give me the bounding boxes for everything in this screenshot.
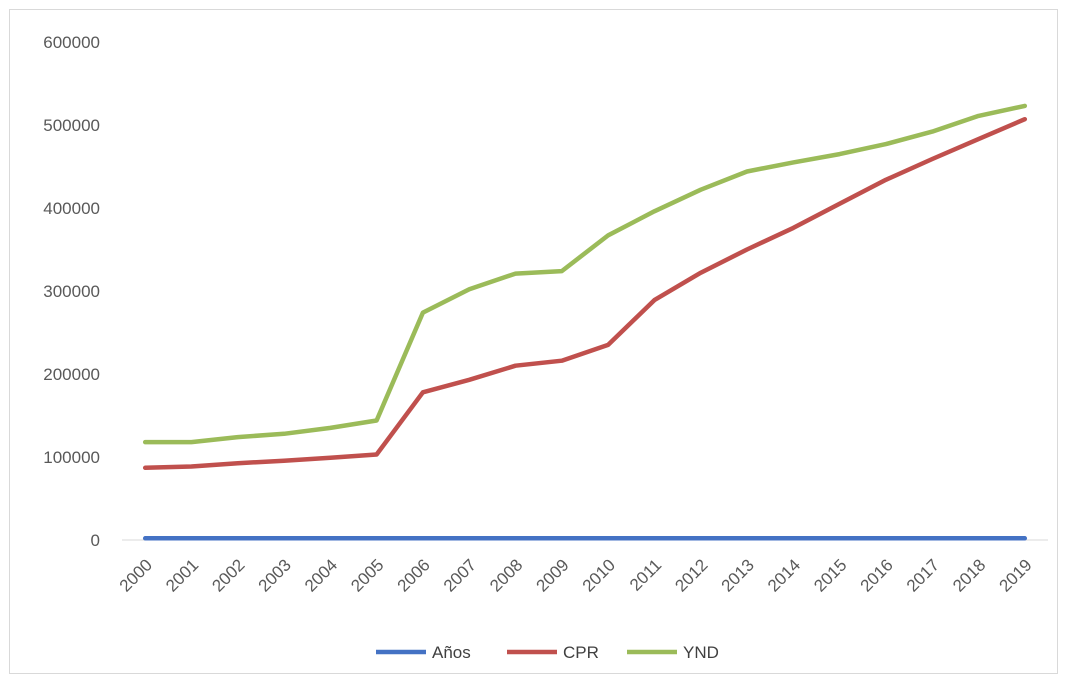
y-axis: 0 100000 200000 300000 400000 500000 600000 bbox=[43, 33, 100, 550]
x-tick-label: 2004 bbox=[301, 555, 341, 595]
x-tick-label: 2013 bbox=[718, 555, 758, 595]
x-tick-label: 2017 bbox=[903, 555, 943, 595]
y-tick-label: 0 bbox=[91, 531, 100, 550]
series-line-cpr bbox=[145, 119, 1025, 468]
y-tick-label: 600000 bbox=[43, 33, 100, 52]
x-tick-label: 2016 bbox=[857, 555, 897, 595]
y-tick-label: 100000 bbox=[43, 448, 100, 467]
legend-label: CPR bbox=[563, 643, 599, 662]
x-tick-label: 2019 bbox=[995, 555, 1035, 595]
plot-series bbox=[145, 106, 1025, 538]
x-tick-label: 2018 bbox=[949, 555, 989, 595]
x-tick-label: 2012 bbox=[671, 555, 711, 595]
legend-label: Años bbox=[432, 643, 471, 662]
legend: Años CPR YND bbox=[376, 643, 719, 662]
y-tick-label: 200000 bbox=[43, 365, 100, 384]
x-tick-label: 2011 bbox=[626, 555, 665, 594]
x-axis: 2000 2001 2002 2003 2004 2005 2006 2007 2008 2009… bbox=[116, 555, 1036, 595]
x-tick-label: 2001 bbox=[162, 555, 202, 595]
x-tick-label: 2002 bbox=[208, 555, 248, 595]
y-tick-label: 500000 bbox=[43, 116, 100, 135]
x-tick-label: 2000 bbox=[116, 555, 156, 595]
x-tick-label: 2008 bbox=[486, 555, 526, 595]
x-tick-label: 2014 bbox=[764, 555, 804, 595]
x-tick-label: 2010 bbox=[579, 555, 619, 595]
x-tick-label: 2003 bbox=[255, 555, 295, 595]
x-tick-label: 2015 bbox=[810, 555, 850, 595]
series-line-ynd bbox=[145, 106, 1025, 442]
y-tick-label: 300000 bbox=[43, 282, 100, 301]
x-tick-label: 2006 bbox=[394, 555, 434, 595]
y-tick-label: 400000 bbox=[43, 199, 100, 218]
legend-label: YND bbox=[683, 643, 719, 662]
x-tick-label: 2007 bbox=[440, 555, 480, 595]
x-tick-label: 2005 bbox=[347, 555, 387, 595]
x-tick-label: 2009 bbox=[532, 555, 572, 595]
